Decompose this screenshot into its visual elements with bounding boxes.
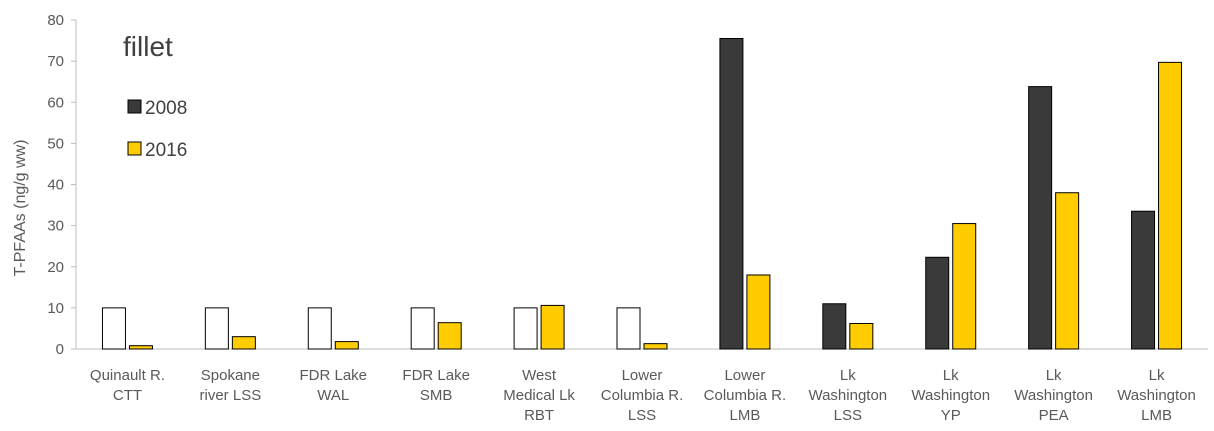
x-category-label: FDR Lake SMB [402,367,470,404]
y-axis-title: T-PFAAs (ng/g ww) [12,140,29,277]
x-category-line: Washington [911,387,990,404]
bar-2016-5 [643,343,668,350]
x-category-line: Washington [1014,387,1093,404]
y-tick-label: 40 [47,177,64,194]
bar-2008-3 [410,307,435,350]
legend-swatch-2008 [127,99,142,114]
x-category-line: Washington [808,387,887,404]
legend-swatch-2016 [127,141,142,156]
bar-2008-1 [204,307,229,350]
bar-2008-6 [719,38,744,350]
x-category-line: WAL [317,387,349,404]
bar-2016-1 [231,336,256,350]
bar-2016-10 [1158,61,1183,350]
x-category-label: Lk Washington LMB [1117,367,1196,424]
bar-2008-4 [513,307,538,350]
x-category-line: Quinault R. [90,367,165,384]
x-category-line: Washington [1117,387,1196,404]
x-category-line: Medical Lk [503,387,575,404]
x-category-line: FDR Lake [402,367,470,384]
y-tick-label: 80 [47,12,64,29]
bar-2016-4 [540,304,565,350]
bar-2008-9 [1028,86,1053,350]
bar-2008-8 [925,256,950,350]
bar-2016-7 [849,323,874,350]
x-category-label: Spokane river LSS [200,367,262,404]
x-category-line: Lk [1149,367,1165,384]
bar-2016-6 [746,274,771,350]
x-category-line: Lower [724,367,765,384]
legend-label-2008: 2008 [145,98,187,119]
y-tick-label: 70 [47,53,64,70]
legend-label-2016: 2016 [145,140,187,161]
x-category-label: West Medical Lk RBT [503,367,575,424]
x-category-line: Lk [1046,367,1062,384]
category-labels: Quinault R. CTT Spokane river LSS FDR Lake WA… [90,367,1196,424]
y-tick-label: 10 [47,300,64,317]
x-category-label: Lk Washington YP [911,367,990,424]
x-category-line: Spokane [201,367,260,384]
bars [101,38,1183,350]
x-category-line: LMB [729,407,760,424]
bar-2016-2 [334,341,359,350]
x-category-label: Lower Columbia R. LMB [704,367,787,424]
bar-2016-8 [952,223,977,350]
x-category-line: RBT [524,407,554,424]
y-tick-label: 20 [47,259,64,276]
x-category-line: CTT [113,387,142,404]
x-category-line: SMB [420,387,453,404]
y-tick-label: 0 [56,341,64,358]
bar-2008-2 [307,307,332,350]
x-category-line: Columbia R. [704,387,787,404]
bar-2008-7 [822,303,847,350]
x-category-label: Lower Columbia R. LSS [601,367,684,424]
y-axis: 0 10 20 30 40 50 60 70 80 [47,12,77,358]
bar-2008-0 [101,307,126,350]
bar-2016-3 [437,322,462,350]
x-category-line: YP [941,407,961,424]
x-category-line: PEA [1039,407,1069,424]
y-tick-label: 30 [47,218,64,235]
x-category-line: West [522,367,557,384]
x-category-label: FDR Lake WAL [300,367,368,404]
x-category-line: LSS [628,407,656,424]
x-category-line: Lk [840,367,856,384]
x-category-label: Lk Washington LSS [808,367,887,424]
x-category-line: Columbia R. [601,387,684,404]
bar-2008-10 [1131,210,1156,350]
y-tick-label: 60 [47,94,64,111]
panel-annotation: fillet [123,31,173,62]
x-category-line: LMB [1141,407,1172,424]
bar-2008-5 [616,307,641,350]
x-category-line: Lk [943,367,959,384]
x-category-label: Lk Washington PEA [1014,367,1093,424]
bar-2016-9 [1055,192,1080,350]
x-category-line: LSS [834,407,862,424]
x-category-line: river LSS [200,387,262,404]
x-category-label: Quinault R. CTT [90,367,165,404]
y-tick-label: 50 [47,135,64,152]
bar-2016-0 [128,345,153,350]
legend: 2008 2016 [127,98,187,161]
x-category-line: FDR Lake [300,367,368,384]
x-category-line: Lower [622,367,663,384]
